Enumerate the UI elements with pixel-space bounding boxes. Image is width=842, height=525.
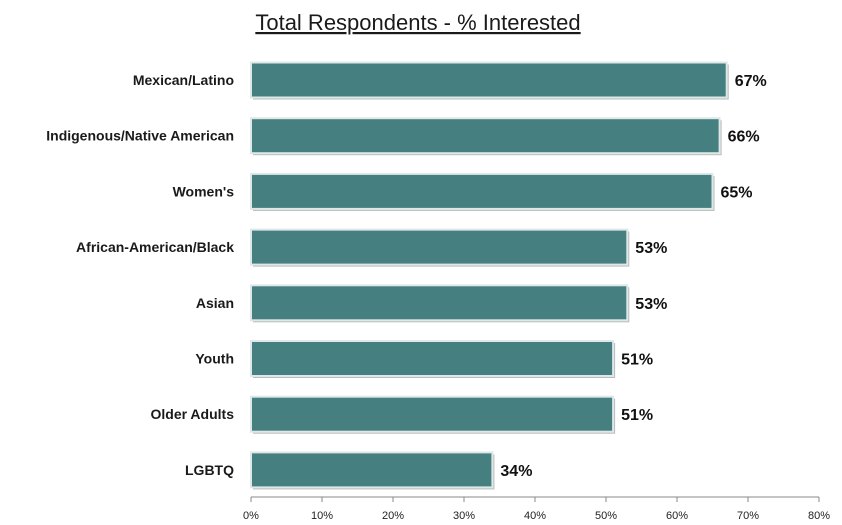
x-tick-label: 40% bbox=[524, 510, 546, 522]
category-label: Youth bbox=[195, 351, 234, 367]
bar bbox=[250, 451, 494, 489]
bar bbox=[250, 284, 629, 322]
category-label: Indigenous/Native American bbox=[46, 128, 234, 144]
x-tick-label: 50% bbox=[595, 510, 617, 522]
chart-title: Total Respondents - % Interested bbox=[255, 10, 580, 35]
data-label: 51% bbox=[621, 407, 653, 424]
data-label: 34% bbox=[500, 463, 532, 480]
x-tick-label: 10% bbox=[311, 510, 333, 522]
bars-layer bbox=[250, 61, 729, 490]
x-tick-label: 0% bbox=[243, 510, 259, 522]
x-tick-label: 80% bbox=[808, 510, 830, 522]
x-tick-label: 30% bbox=[453, 510, 475, 522]
data-label: 51% bbox=[621, 352, 653, 369]
category-labels: Mexican/Latino Indigenous/Native American… bbox=[46, 72, 234, 478]
category-label: Asian bbox=[196, 295, 234, 311]
category-label: Women's bbox=[173, 183, 235, 199]
x-tick-label: 70% bbox=[737, 510, 759, 522]
value-labels: 67% 66% 65% 53% 53% 51% 51% 34% bbox=[500, 73, 766, 480]
x-tick-label: 60% bbox=[666, 510, 688, 522]
data-label: 67% bbox=[735, 73, 767, 90]
category-label: Mexican/Latino bbox=[133, 72, 234, 88]
bar bbox=[250, 172, 714, 210]
data-label: 53% bbox=[635, 296, 667, 313]
data-label: 65% bbox=[721, 184, 753, 201]
bar bbox=[250, 117, 721, 155]
bar bbox=[250, 61, 728, 99]
data-label: 66% bbox=[728, 129, 760, 146]
x-axis: 0% 10% 20% 30% 40% 50% 60% 70% 80% bbox=[243, 497, 830, 522]
bar bbox=[250, 340, 615, 377]
category-label: African-American/Black bbox=[76, 239, 234, 255]
category-label: LGBTQ bbox=[185, 462, 234, 478]
x-tick-label: 20% bbox=[382, 510, 404, 522]
category-label: Older Adults bbox=[151, 406, 235, 422]
data-label: 53% bbox=[635, 240, 667, 257]
bar bbox=[250, 395, 615, 433]
bar bbox=[250, 228, 629, 266]
